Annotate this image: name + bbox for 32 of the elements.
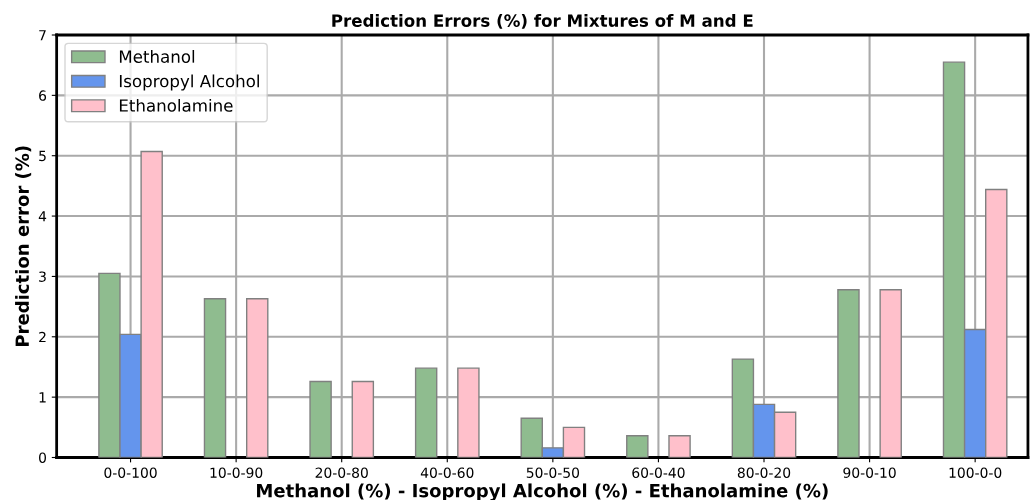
x-tick-label: 20-0-80 bbox=[315, 467, 368, 478]
x-tick-label: 0-0-100 bbox=[104, 467, 157, 478]
bar bbox=[309, 380, 332, 458]
y-tick-label: 5 bbox=[39, 150, 46, 162]
y-tick-label: 0 bbox=[39, 452, 47, 463]
x-tick-label: 10-0-90 bbox=[210, 467, 263, 478]
y-tick-label: 6 bbox=[39, 90, 47, 101]
x-tick-label: 40-0-60 bbox=[420, 467, 474, 478]
bar bbox=[457, 367, 480, 458]
bar bbox=[668, 435, 691, 458]
bar bbox=[203, 298, 227, 458]
y-tick-label: 1 bbox=[39, 392, 46, 403]
bar bbox=[879, 289, 902, 458]
legend-label: Methanol bbox=[119, 50, 195, 63]
y-tick-label: 2 bbox=[39, 331, 46, 343]
legend-label: Ethanolamine bbox=[119, 98, 233, 112]
y-axis-title: Prediction error (%) bbox=[15, 146, 32, 346]
y-tick-label: 3 bbox=[39, 271, 46, 282]
y-tick-label: 4 bbox=[38, 211, 47, 222]
x-tick-label: 60-0-40 bbox=[632, 467, 685, 478]
chart-title: Prediction Errors (%) for Mixtures of M and E bbox=[332, 14, 753, 29]
bar bbox=[626, 435, 649, 458]
x-tick-label: 90-0-10 bbox=[843, 467, 896, 478]
x-tick-label: 80-0-20 bbox=[737, 467, 791, 478]
y-tick-label: 7 bbox=[39, 30, 46, 41]
bar bbox=[414, 367, 438, 458]
bar bbox=[837, 289, 860, 458]
x-tick-label: 100-0-0 bbox=[949, 467, 1002, 478]
bar bbox=[245, 298, 269, 458]
bar bbox=[351, 380, 375, 458]
x-tick-label: 50-0-50 bbox=[526, 467, 580, 478]
legend-label: Isopropyl Alcohol bbox=[119, 74, 259, 91]
